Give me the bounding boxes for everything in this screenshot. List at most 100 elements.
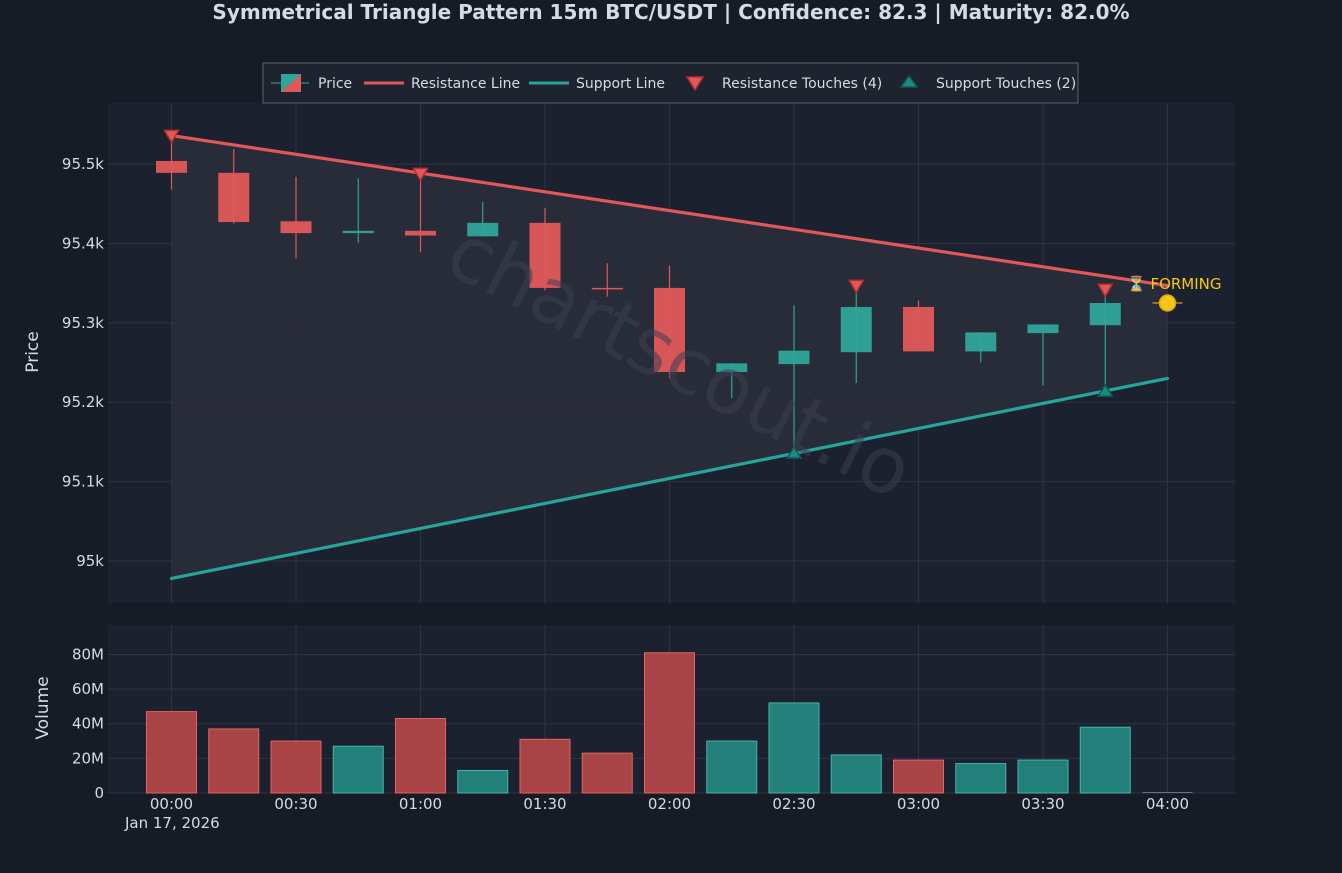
volume-bar	[893, 759, 944, 794]
candle	[903, 300, 934, 352]
price-axis-label: Price	[23, 331, 43, 372]
candle-body	[280, 221, 312, 234]
legend-label: Support Touches (2)	[936, 76, 1076, 92]
volume-bar	[395, 718, 446, 794]
candle-body	[1089, 303, 1121, 326]
legend: Price Resistance Line Support Line Resistan…	[262, 62, 1079, 104]
legend-item-support: Support Line	[529, 76, 665, 92]
volume-bar	[1017, 759, 1069, 794]
resistance-touch-marker	[1096, 283, 1114, 298]
legend-resistance-marker	[685, 76, 705, 92]
legend-label: Resistance Line	[411, 76, 520, 92]
volume-bar	[955, 763, 1007, 794]
date-label: Jan 17, 2026	[124, 814, 220, 832]
candle-body	[840, 306, 872, 353]
legend-item-resistance-touches: Resistance Touches (4)	[685, 76, 882, 92]
time-tick-label: 03:00	[897, 795, 940, 813]
chart-title: Symmetrical Triangle Pattern 15m BTC/USD…	[212, 0, 1129, 24]
resistance-touch-marker	[163, 129, 180, 144]
volume-tick-label: 20M	[72, 749, 104, 767]
candle	[467, 202, 499, 237]
volume-bar	[644, 652, 695, 794]
candle	[156, 134, 187, 190]
forming-marker	[1158, 294, 1177, 312]
price-tick-label: 95k	[76, 552, 104, 570]
candle-body	[591, 287, 623, 290]
resistance-touch-marker	[847, 279, 865, 294]
candle	[1089, 291, 1121, 392]
price-tick-label: 95.2k	[62, 393, 104, 411]
resistance-touch-marker	[412, 167, 429, 182]
volume-tick-label: 80M	[72, 645, 104, 663]
volume-tick-label: 0	[94, 784, 104, 802]
legend-label: Support Line	[576, 76, 665, 92]
candle	[280, 176, 312, 259]
time-tick-label: 03:30	[1021, 795, 1064, 813]
candle	[840, 287, 872, 384]
time-tick-label: 02:00	[648, 795, 691, 813]
volume-tick-label: 40M	[72, 715, 104, 733]
candle	[654, 265, 685, 379]
support-touch-marker	[785, 445, 803, 459]
candle	[405, 175, 436, 253]
volume-tick-label: 60M	[72, 680, 104, 698]
time-tick-label: 00:00	[150, 795, 193, 813]
candle	[1027, 324, 1059, 386]
candle	[591, 263, 623, 297]
candle-body	[218, 172, 250, 223]
volume-bar	[1079, 726, 1131, 794]
time-tick-label: 00:30	[274, 795, 317, 813]
legend-label: Price	[318, 76, 352, 92]
price-tick-label: 95.3k	[62, 314, 104, 332]
candle	[218, 149, 250, 224]
legend-item-support-touches: Support Touches (2)	[899, 74, 1076, 92]
support-touch-marker	[1096, 383, 1114, 397]
candle-body	[529, 222, 561, 288]
volume-bar	[706, 740, 758, 794]
legend-support-marker	[899, 74, 919, 88]
volume-bar	[208, 728, 260, 794]
price-tick-label: 95.1k	[62, 473, 104, 491]
support-line	[169, 376, 1170, 580]
candle-body	[342, 230, 374, 234]
candle-body	[654, 287, 685, 373]
candles	[156, 134, 1121, 453]
legend-label: Resistance Touches (4)	[722, 76, 882, 92]
volume-bar	[830, 754, 882, 794]
candle	[342, 178, 374, 243]
candle	[965, 332, 997, 363]
axes: 95k 95.1k 95.2k 95.3k 95.4k 95.5k 0 20M 40M 60M 80…	[62, 155, 1189, 813]
trend-lines	[169, 133, 1170, 580]
volume-axis-label: Volume	[33, 676, 53, 739]
volume-bar	[332, 745, 384, 794]
volume-bar	[146, 711, 197, 794]
candle-body	[778, 350, 810, 365]
volume-bar	[270, 740, 322, 794]
candle-body	[156, 160, 187, 173]
volume-bar	[768, 702, 820, 794]
candle	[716, 363, 748, 399]
volume-bars	[146, 652, 1193, 794]
time-tick-label: 02:30	[772, 795, 815, 813]
candle	[529, 207, 561, 291]
candle-body	[965, 332, 997, 352]
volume-bar	[457, 769, 509, 794]
time-tick-label: 01:00	[399, 795, 442, 813]
legend-item-resistance: Resistance Line	[364, 76, 520, 92]
volume-bar	[581, 752, 633, 794]
candle-body	[405, 230, 436, 236]
candle-body	[467, 222, 499, 237]
candle	[778, 305, 810, 453]
resistance-line	[169, 133, 1170, 288]
volume-bar	[519, 738, 571, 794]
forming-label: ⏳ FORMING	[1127, 275, 1222, 293]
price-tick-label: 95.4k	[62, 234, 104, 252]
time-tick-label: 01:30	[523, 795, 566, 813]
legend-price-swatch-bear	[281, 74, 301, 92]
time-tick-label: 04:00	[1146, 795, 1189, 813]
price-tick-label: 95.5k	[62, 155, 104, 173]
candle-body	[903, 306, 934, 352]
candle-body	[716, 363, 748, 373]
legend-item-price: Price	[271, 74, 352, 92]
